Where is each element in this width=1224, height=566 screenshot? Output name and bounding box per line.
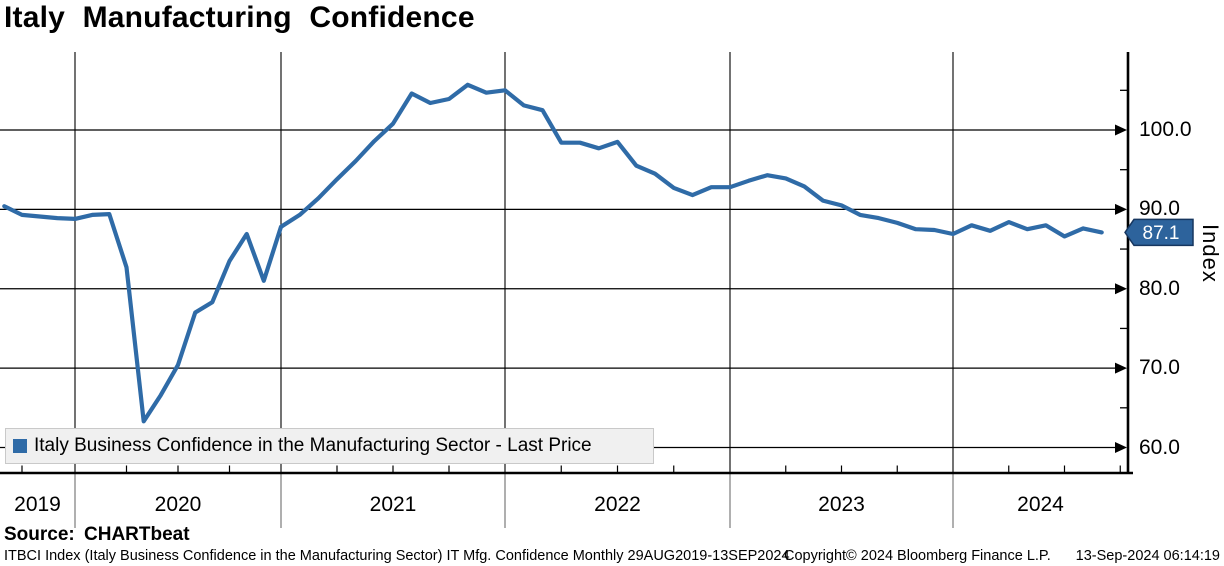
h-gridline-arrowhead <box>1115 283 1127 295</box>
page-title: Italy Manufacturing Confidence <box>4 1 475 34</box>
x-year-label: 2023 <box>818 493 865 516</box>
legend-box: Italy Business Confidence in the Manufac… <box>5 428 654 464</box>
x-year-label: 2024 <box>1017 493 1064 516</box>
y-tick-label: 90.0 <box>1139 197 1180 221</box>
h-gridline-arrowhead <box>1115 124 1127 136</box>
y-tick-label: 60.0 <box>1139 435 1180 459</box>
h-gridline-arrowhead <box>1115 203 1127 215</box>
footer-timestamp: 13-Sep-2024 06:14:19 <box>1075 548 1220 564</box>
y-tick-label: 70.0 <box>1139 356 1180 380</box>
footer-copyright: Copyright© 2024 Bloomberg Finance L.P. <box>784 548 1051 564</box>
x-year-label: 2020 <box>154 493 202 516</box>
x-year-label: 2019 <box>14 493 61 516</box>
y-tick-label: 100.0 <box>1139 118 1192 141</box>
legend-swatch-icon <box>13 439 27 453</box>
source-label: Source: CHARTbeat <box>4 524 190 545</box>
footer-bar: ITBCI Index (Italy Business Confidence i… <box>0 548 1224 566</box>
data-line <box>2 82 1104 424</box>
footer-description: ITBCI Index (Italy Business Confidence i… <box>4 548 790 564</box>
y-tick-label: 80.0 <box>1139 276 1180 300</box>
x-year-label: 2021 <box>369 493 417 516</box>
h-gridline-arrowhead <box>1115 362 1127 374</box>
y-axis-title: Index <box>1198 224 1223 283</box>
legend-label: Italy Business Confidence in the Manufac… <box>34 435 592 456</box>
x-year-label: 2022 <box>594 493 641 516</box>
h-gridline-arrowhead <box>1115 442 1127 453</box>
last-price-badge-value: 87.1 <box>1143 223 1180 244</box>
last-price-badge <box>1124 218 1194 247</box>
